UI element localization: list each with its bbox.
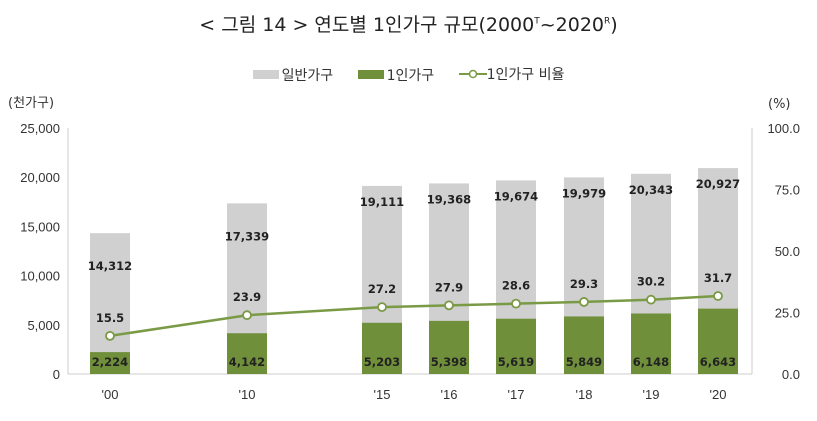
data-label-ratio: 23.9 [233, 290, 261, 304]
x-tick-label: '16 [441, 387, 458, 402]
data-label-general: 17,339 [225, 229, 269, 243]
point-ratio [579, 297, 589, 307]
data-label-general: 14,312 [88, 259, 132, 273]
y-tick-label: 0 [53, 367, 60, 382]
data-label-ratio: 28.6 [502, 279, 530, 293]
y2-tick-label: 25.0 [775, 306, 800, 321]
bar-single [362, 322, 402, 374]
data-label-single: 5,619 [498, 355, 534, 369]
data-label-ratio: 27.9 [435, 280, 463, 294]
data-label-single: 2,224 [92, 355, 128, 369]
data-label-ratio: 27.2 [368, 282, 396, 296]
data-label-general: 19,111 [360, 195, 404, 209]
data-label-ratio: 29.3 [570, 277, 598, 291]
bar-general [90, 233, 130, 374]
data-label-single: 6,148 [633, 355, 669, 369]
point-ratio [377, 302, 387, 312]
y2-axis-unit: (%) [768, 97, 791, 112]
y-tick-label: 5,000 [27, 318, 60, 333]
point-ratio [511, 298, 521, 309]
data-label-general: 20,343 [629, 183, 673, 197]
x-tick-label: '10 [239, 387, 256, 402]
legend-item-single: 1인가구 [357, 65, 434, 85]
x-tick-label: '17 [508, 387, 525, 402]
point-ratio [646, 294, 656, 305]
x-tick-label: '18 [576, 387, 593, 402]
x-tick-label: '19 [643, 387, 660, 402]
x-tick-label: '00 [102, 387, 119, 402]
data-label-ratio: 31.7 [704, 271, 732, 285]
chart-title: < 그림 14 > 연도별 1인가구 규모(2000T~2020R) [199, 14, 618, 36]
data-label-single: 5,203 [364, 355, 400, 369]
line-ratio [109, 294, 719, 338]
point-ratio [105, 330, 115, 341]
data-label-ratio: 30.2 [637, 275, 665, 289]
legend-item-ratio: 1인가구 비율 [458, 64, 564, 84]
y2-tick-label: 50.0 [775, 244, 800, 259]
y2-tick-label: 75.0 [775, 183, 800, 198]
y-tick-label: 15,000 [20, 219, 60, 234]
data-label-single: 4,142 [229, 355, 265, 369]
y-tick-label: 10,000 [20, 269, 60, 284]
data-label-general: 19,979 [562, 186, 606, 200]
bar-single [698, 308, 738, 374]
data-label-general: 19,674 [494, 189, 538, 203]
point-ratio [444, 300, 454, 311]
legend-item-general: 일반가구 [252, 65, 333, 85]
point-ratio [713, 291, 723, 301]
y2-tick-label: 100.0 [767, 121, 800, 136]
data-label-single: 5,398 [431, 355, 467, 369]
bar-single [429, 320, 469, 374]
x-tick-label: '20 [710, 387, 727, 402]
point-ratio [242, 310, 252, 321]
y2-tick-label: 0.0 [782, 367, 800, 382]
data-label-ratio: 15.5 [96, 311, 124, 325]
x-tick-label: '15 [374, 387, 391, 402]
data-label-single: 6,643 [700, 355, 736, 369]
y-tick-label: 20,000 [20, 170, 60, 185]
y-axis-unit: (천가구) [8, 96, 55, 111]
data-label-general: 19,368 [427, 192, 471, 206]
bar-single [564, 316, 604, 374]
bar-single [631, 313, 671, 374]
legend: 일반가구 1인가구 1인가구 비율 [0, 64, 817, 85]
bar-single [496, 318, 536, 374]
bar-single [227, 333, 267, 374]
data-label-general: 20,927 [696, 177, 740, 191]
y-tick-label: 25,000 [20, 121, 60, 136]
bar-single [90, 352, 130, 374]
data-label-single: 5,849 [566, 355, 602, 369]
